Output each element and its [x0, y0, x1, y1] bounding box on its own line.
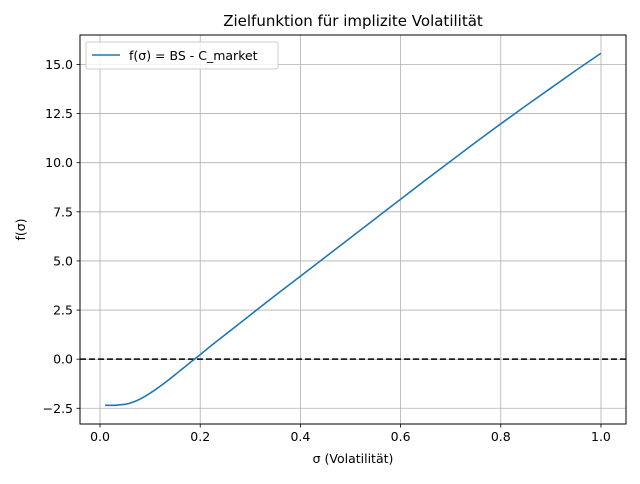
legend: f(σ) = BS - C_market: [85, 41, 279, 70]
series-line: [105, 52, 602, 407]
y-tick-label: 0.0: [53, 352, 73, 367]
series-lines: [105, 52, 602, 407]
x-axis-ticks: 0.0 0.2 0.4 0.6 0.8 1.0: [90, 424, 611, 444]
y-tick-label: 5.0: [53, 253, 73, 268]
x-tick-label: 0.6: [391, 429, 411, 444]
y-tick-label: 12.5: [45, 106, 73, 121]
x-tick-label: 0.8: [491, 429, 511, 444]
y-tick-label: 10.0: [45, 155, 73, 170]
y-tick-label: −2.5: [43, 401, 73, 416]
plot-area-frame: [79, 34, 627, 425]
x-tick-label: 0.2: [190, 429, 210, 444]
legend-label: f(σ) = BS - C_market: [129, 48, 258, 63]
x-tick-label: 0.0: [90, 429, 110, 444]
y-tick-label: 15.0: [45, 57, 73, 72]
x-axis-label: σ (Volatilität): [313, 451, 394, 466]
x-tick-label: 0.4: [290, 429, 310, 444]
y-tick-label: 2.5: [53, 303, 73, 318]
x-tick-label: 1.0: [591, 429, 611, 444]
y-tick-label: 7.5: [53, 204, 73, 219]
y-axis-label: f(σ): [13, 218, 28, 240]
y-axis-ticks: −2.5 0.0 2.5 5.0 7.5 10.0 12.5 15.0: [43, 57, 80, 416]
chart-title: Zielfunktion für implizite Volatilität: [223, 12, 483, 30]
legend-box: [85, 41, 279, 70]
